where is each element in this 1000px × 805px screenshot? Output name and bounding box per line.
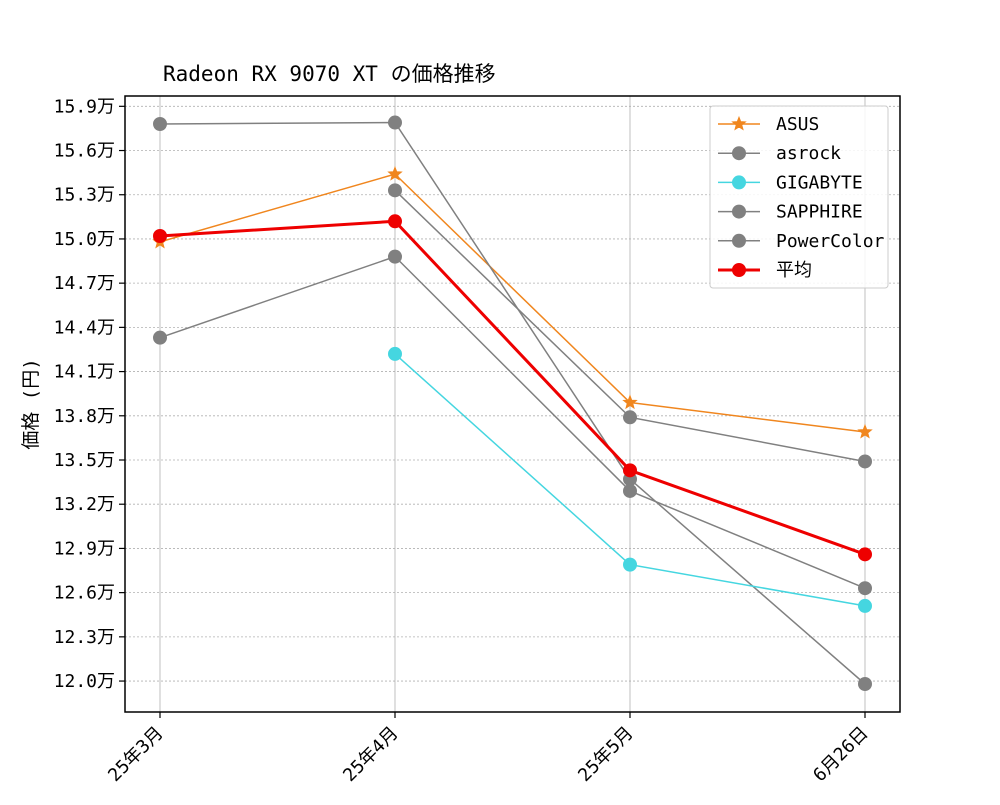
y-tick-label: 12.3万 [54, 627, 115, 648]
y-tick-label: 15.6万 [54, 141, 115, 162]
legend: ASUS asrock GIGABYTE SAPPHIRE PowerColor 平均 [709, 105, 889, 289]
series-gigabyte [388, 346, 872, 613]
x-tick-label: 25年5月 [574, 723, 637, 786]
data-point-asus [387, 165, 403, 181]
data-point-sapphire [623, 410, 637, 425]
legend-label-average: 平均 [776, 260, 812, 281]
legend-marker-sapphire [732, 204, 746, 219]
y-tick-label: 15.0万 [54, 229, 115, 250]
data-point-gigabyte [388, 346, 402, 361]
legend-label-asrock: asrock [776, 143, 841, 164]
y-tick-label: 14.7万 [54, 273, 115, 294]
series-sapphire [388, 183, 872, 469]
y-tick-label: 14.4万 [54, 317, 115, 338]
data-point-powercolor [623, 483, 637, 498]
legend-label-asus: ASUS [776, 114, 819, 135]
data-point-average [388, 214, 402, 229]
data-point-asus [857, 423, 873, 439]
y-tick-label: 12.6万 [54, 583, 115, 604]
series-average [153, 214, 872, 562]
legend-marker-powercolor [732, 233, 746, 248]
legend-box [709, 105, 889, 289]
y-tick-label: 13.2万 [54, 494, 115, 515]
data-point-powercolor [153, 330, 167, 345]
y-tick-label: 13.5万 [54, 450, 115, 471]
series-line-average [159, 219, 866, 556]
y-tick-label: 15.9万 [54, 96, 115, 117]
legend-label-powercolor: PowerColor [776, 231, 885, 252]
y-axis-label: 価格 (円) [20, 358, 42, 449]
data-point-asrock [388, 115, 402, 130]
legend-marker-average [732, 263, 746, 277]
series-asrock [153, 115, 872, 691]
legend-marker-asus [731, 115, 747, 131]
legend-marker-gigabyte [732, 175, 746, 190]
data-point-gigabyte [858, 598, 872, 613]
series-line-asrock [159, 121, 866, 685]
data-point-powercolor [858, 581, 872, 596]
legend-marker-asrock [732, 146, 746, 161]
data-point-asrock [858, 677, 872, 691]
series-powercolor [153, 249, 872, 596]
data-point-average [623, 463, 637, 478]
data-point-sapphire [388, 183, 402, 198]
y-tick-label: 14.1万 [54, 362, 115, 383]
data-point-sapphire [858, 454, 872, 469]
x-tick-label: 25年3月 [104, 723, 167, 786]
data-point-average [153, 229, 167, 243]
y-tick-label: 13.8万 [54, 406, 115, 427]
plot-frame [124, 95, 901, 713]
series-layer [152, 115, 873, 691]
y-tick-label: 12.9万 [54, 538, 115, 559]
legend-label-sapphire: SAPPHIRE [776, 202, 863, 223]
data-point-average [858, 547, 872, 562]
data-point-gigabyte [623, 557, 637, 572]
legend-label-gigabyte: GIGABYTE [776, 172, 863, 193]
series-line-powercolor [159, 255, 866, 589]
chart-title: Radeon RX 9070 XT の価格推移 [163, 62, 496, 86]
x-tick-label: 6月26日 [809, 723, 872, 786]
data-point-asus [622, 394, 638, 410]
x-tick-label: 25年4月 [339, 723, 402, 786]
data-point-powercolor [388, 249, 402, 264]
y-tick-label: 15.3万 [54, 185, 115, 206]
y-tick-label: 12.0万 [54, 671, 115, 692]
data-point-asrock [153, 117, 167, 131]
series-line-asus [159, 173, 866, 433]
